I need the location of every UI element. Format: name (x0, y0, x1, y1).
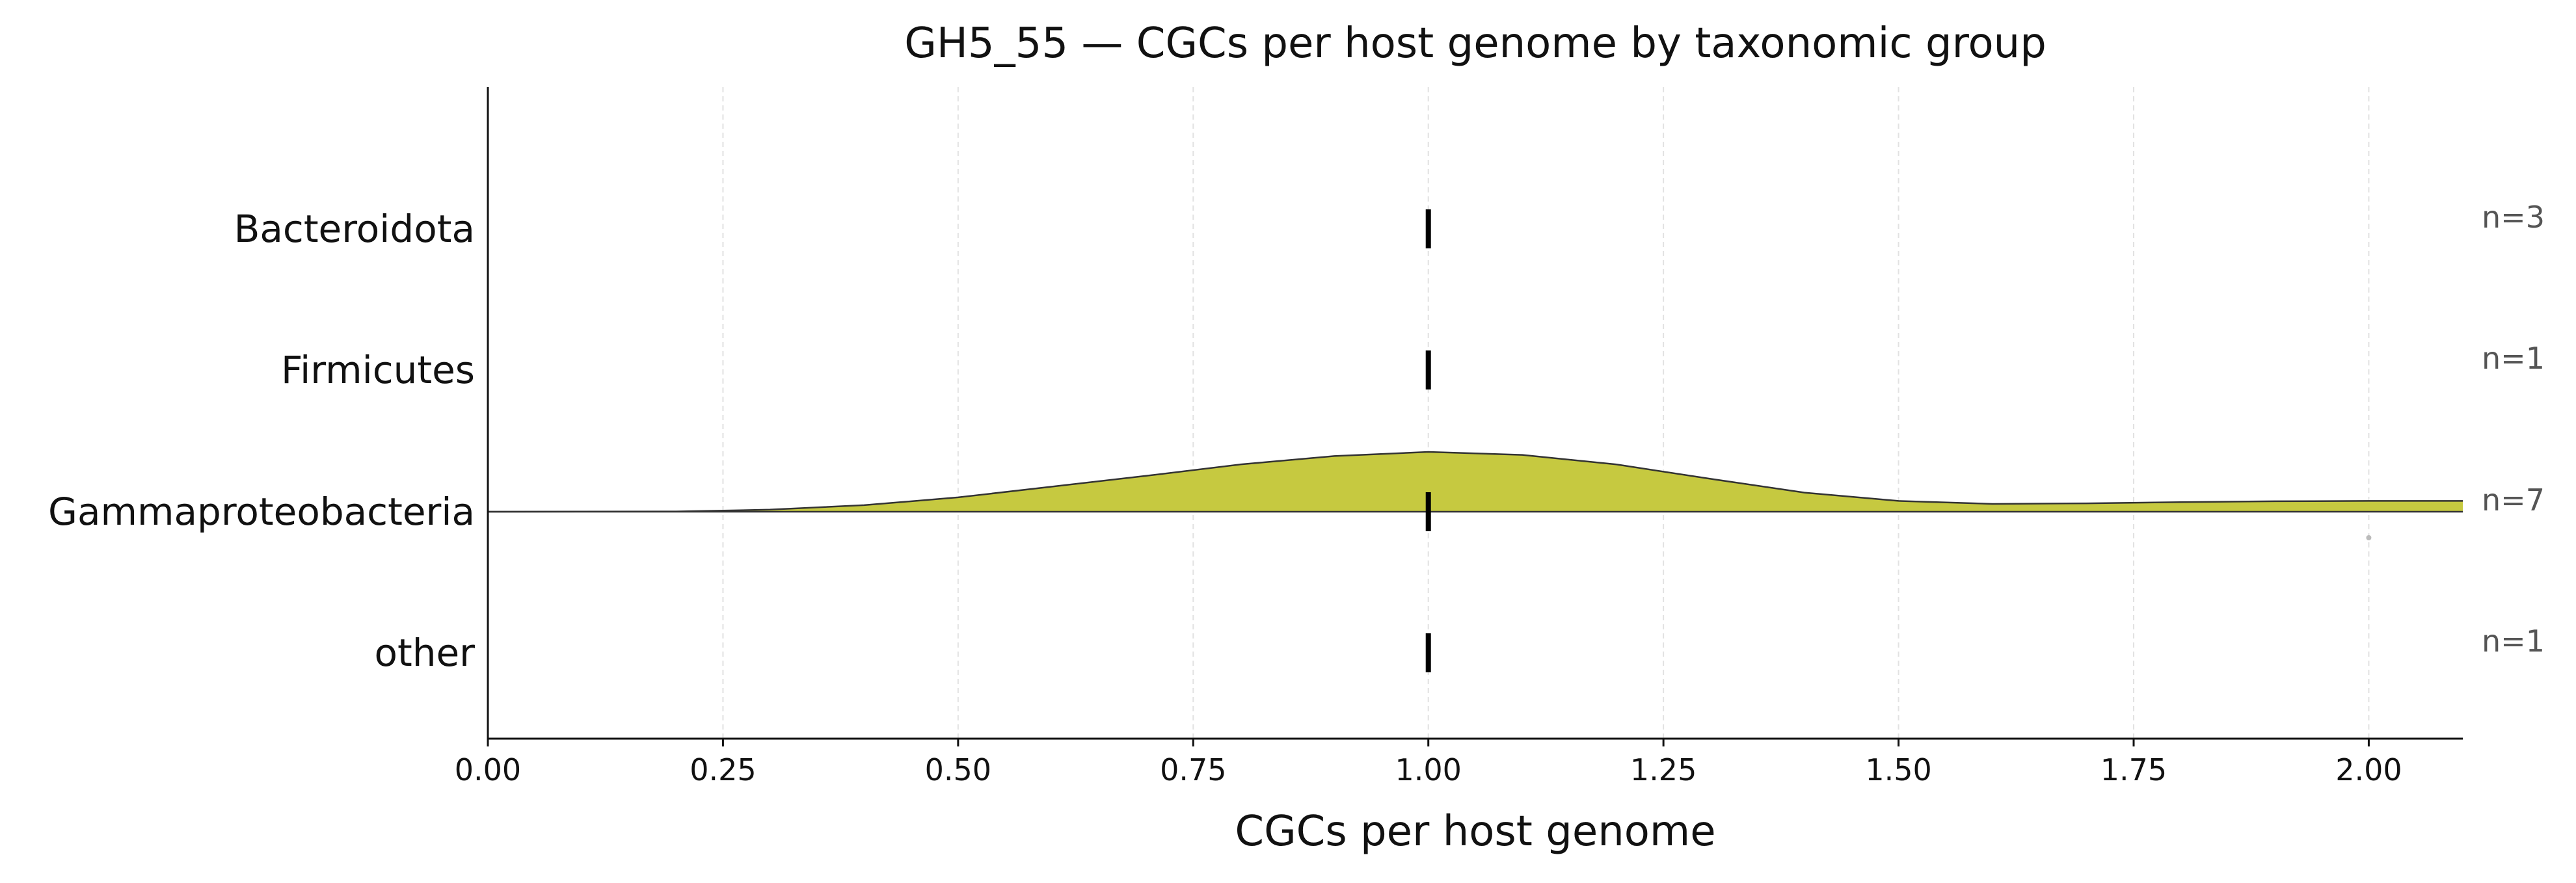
category-label: other (374, 631, 475, 675)
count-label: n=7 (2482, 482, 2545, 518)
x-tick-label: 2.00 (2335, 752, 2402, 787)
density-fill-gammaproteobacteria (488, 452, 2463, 512)
density-outline-gammaproteobacteria (487, 451, 2463, 513)
x-tick-label: 0.50 (925, 752, 991, 787)
count-label: n=3 (2482, 200, 2545, 235)
x-axis-title: CGCs per host genome (1235, 808, 1715, 856)
ridge-layer (487, 209, 2463, 672)
x-tick-label: 1.50 (1865, 752, 1931, 787)
x-tick-label: 0.25 (690, 752, 756, 787)
outlier-point (2366, 535, 2372, 540)
x-tick-label: 1.75 (2100, 752, 2167, 787)
axes (487, 87, 2463, 740)
x-ticks: 0.00 0.25 0.50 0.75 1.00 1.25 1.50 1.75 2.00 (455, 739, 2402, 787)
x-tick-label: 1.00 (1395, 752, 1462, 787)
category-label: Gammaproteobacteria (48, 490, 475, 534)
count-labels: n=3 n=1 n=7 n=1 (2482, 200, 2545, 659)
count-label: n=1 (2482, 624, 2545, 659)
x-tick-label: 0.00 (455, 752, 521, 787)
category-label: Bacteroidota (234, 207, 475, 251)
count-label: n=1 (2482, 341, 2545, 376)
x-tick-label: 0.75 (1160, 752, 1226, 787)
category-label: Firmicutes (281, 348, 475, 392)
chart-title: GH5_55 — CGCs per host genome by taxonom… (904, 20, 2046, 68)
category-labels: Bacteroidota Firmicutes Gammaproteobacteri… (48, 207, 475, 675)
x-tick-label: 1.25 (1630, 752, 1697, 787)
